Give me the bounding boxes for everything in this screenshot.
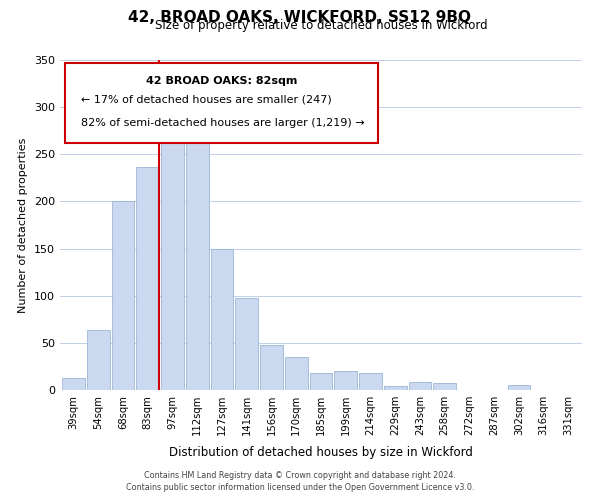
Bar <box>433 384 456 390</box>
Bar <box>334 371 357 390</box>
Bar <box>186 116 209 390</box>
Bar <box>285 357 308 390</box>
Bar <box>161 128 184 390</box>
FancyBboxPatch shape <box>65 64 379 142</box>
Bar <box>409 382 431 390</box>
Bar <box>211 248 233 390</box>
Bar <box>359 373 382 390</box>
X-axis label: Distribution of detached houses by size in Wickford: Distribution of detached houses by size … <box>169 446 473 460</box>
Bar <box>310 373 332 390</box>
Bar <box>87 330 110 390</box>
Text: 82% of semi-detached houses are larger (1,219) →: 82% of semi-detached houses are larger (… <box>81 118 365 128</box>
Text: ← 17% of detached houses are smaller (247): ← 17% of detached houses are smaller (24… <box>81 94 332 104</box>
Bar <box>112 202 134 390</box>
Bar <box>508 386 530 390</box>
Y-axis label: Number of detached properties: Number of detached properties <box>19 138 28 312</box>
Text: 42 BROAD OAKS: 82sqm: 42 BROAD OAKS: 82sqm <box>146 76 298 86</box>
Text: 42, BROAD OAKS, WICKFORD, SS12 9BQ: 42, BROAD OAKS, WICKFORD, SS12 9BQ <box>128 10 472 25</box>
Title: Size of property relative to detached houses in Wickford: Size of property relative to detached ho… <box>155 20 487 32</box>
Bar <box>235 298 258 390</box>
Bar <box>260 344 283 390</box>
Bar <box>62 378 85 390</box>
Text: Contains HM Land Registry data © Crown copyright and database right 2024.
Contai: Contains HM Land Registry data © Crown c… <box>126 471 474 492</box>
Bar <box>136 166 159 390</box>
Bar <box>384 386 407 390</box>
